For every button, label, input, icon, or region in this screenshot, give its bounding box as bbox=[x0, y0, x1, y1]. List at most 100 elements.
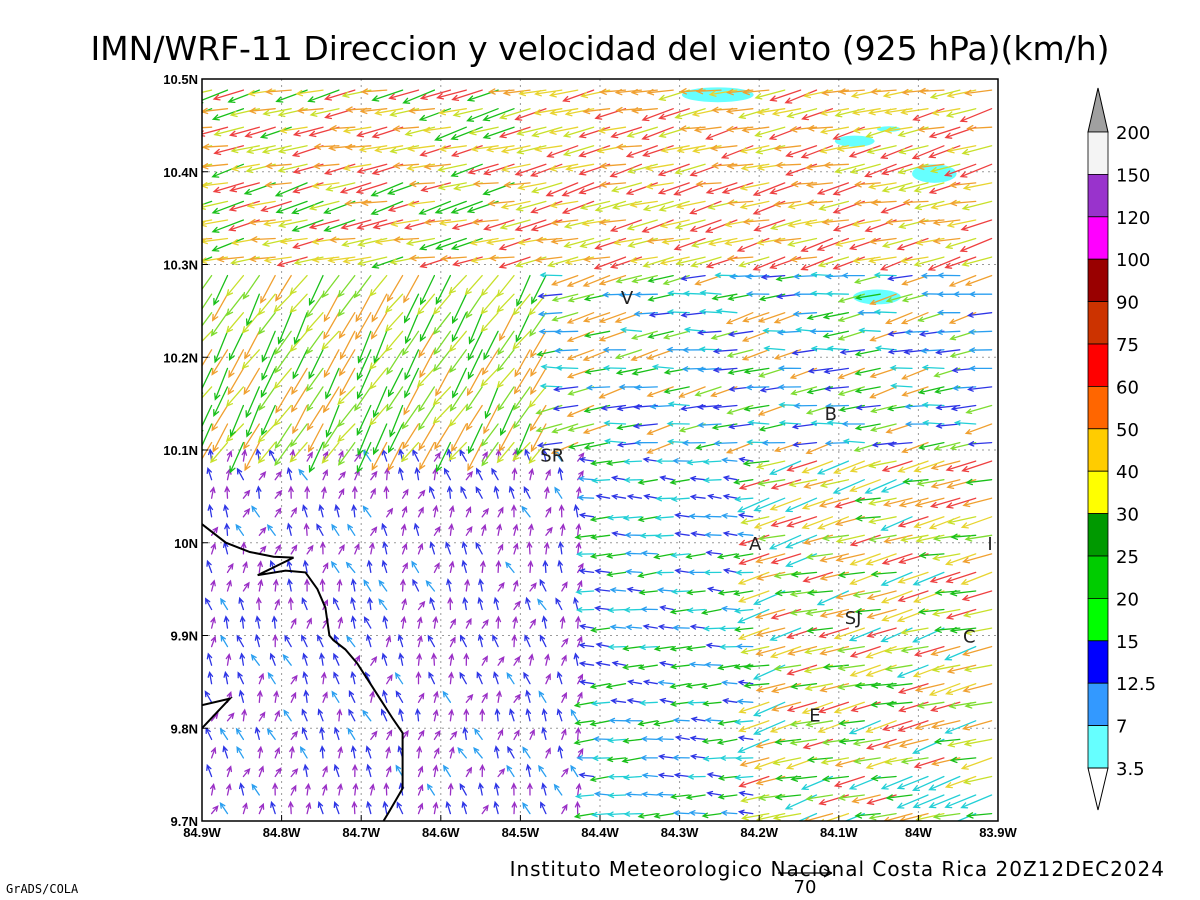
wind-vector bbox=[810, 420, 834, 427]
wind-vector bbox=[437, 182, 467, 191]
wind-vector bbox=[423, 218, 452, 226]
wind-vector bbox=[866, 794, 897, 805]
wind-vector bbox=[931, 664, 961, 673]
wind-vector bbox=[701, 683, 722, 690]
wind-vector bbox=[447, 596, 454, 611]
wind-vector bbox=[550, 237, 579, 245]
wind-vector bbox=[467, 441, 483, 472]
wind-vector bbox=[493, 800, 500, 815]
wind-vector bbox=[726, 349, 754, 358]
wind-vector bbox=[930, 200, 961, 210]
wind-vector bbox=[823, 367, 850, 375]
wind-vector bbox=[573, 701, 595, 708]
wind-vector bbox=[497, 767, 506, 778]
wind-vector bbox=[887, 441, 913, 447]
wind-vector bbox=[944, 794, 977, 809]
wind-vector bbox=[400, 441, 420, 463]
wind-vector bbox=[753, 497, 786, 512]
wind-vector bbox=[932, 237, 961, 245]
wind-vector bbox=[726, 125, 754, 133]
wind-vector bbox=[466, 367, 483, 397]
wind-vector bbox=[383, 485, 390, 499]
wind-vector bbox=[342, 256, 372, 264]
wind-vector bbox=[929, 163, 961, 174]
wind-vector bbox=[631, 274, 658, 284]
wind-vector bbox=[423, 163, 452, 170]
wind-vector bbox=[483, 219, 515, 231]
wind-vector bbox=[703, 569, 722, 576]
wind-vector bbox=[245, 293, 260, 327]
wind-vector bbox=[913, 645, 945, 657]
wind-vector bbox=[869, 423, 897, 432]
wind-vector bbox=[537, 293, 563, 299]
wind-vector bbox=[534, 145, 563, 153]
wind-vector bbox=[737, 679, 754, 686]
wind-vector bbox=[353, 274, 372, 299]
wind-vector bbox=[837, 664, 865, 672]
wind-vector bbox=[302, 652, 308, 666]
wind-vector bbox=[900, 645, 929, 654]
wind-vector bbox=[752, 256, 786, 271]
wind-vector bbox=[554, 486, 563, 499]
wind-vector bbox=[915, 237, 945, 246]
wind-vector bbox=[770, 479, 802, 490]
wind-vector bbox=[607, 737, 627, 744]
wind-vector bbox=[707, 493, 722, 500]
wind-vector bbox=[578, 642, 595, 649]
wind-vector bbox=[598, 274, 627, 286]
wind-vector bbox=[754, 89, 786, 100]
wind-vector bbox=[577, 476, 595, 482]
wind-vector bbox=[669, 479, 690, 485]
wind-vector bbox=[786, 108, 818, 119]
wind-vector bbox=[241, 448, 248, 462]
wind-vector bbox=[881, 182, 913, 193]
wind-vector bbox=[229, 441, 245, 474]
wind-vector bbox=[207, 670, 214, 685]
wind-vector bbox=[695, 87, 722, 95]
coastline bbox=[202, 523, 404, 821]
wind-vector bbox=[273, 578, 279, 592]
wind-vector bbox=[539, 272, 563, 278]
wind-vector bbox=[525, 596, 531, 611]
wind-vector bbox=[724, 237, 754, 246]
wind-vector bbox=[851, 219, 881, 228]
wind-vector bbox=[929, 571, 961, 584]
wind-vector bbox=[575, 607, 595, 613]
wind-vector bbox=[250, 653, 260, 666]
wind-vector bbox=[226, 712, 235, 722]
wind-vector bbox=[566, 312, 595, 324]
wind-vector bbox=[352, 763, 358, 778]
wind-vector bbox=[292, 237, 324, 250]
wind-vector bbox=[438, 145, 467, 152]
wind-vector bbox=[323, 163, 356, 175]
wind-vector bbox=[848, 145, 881, 158]
wind-vector bbox=[598, 312, 627, 324]
wind-vector bbox=[867, 497, 897, 506]
wind-vector bbox=[690, 237, 722, 248]
wind-vector bbox=[670, 552, 690, 558]
wind-vector bbox=[482, 108, 515, 122]
wind-vector bbox=[678, 386, 706, 398]
wind-vector bbox=[317, 634, 324, 648]
wind-vector bbox=[404, 312, 420, 345]
wind-vector bbox=[372, 219, 404, 230]
wind-vector bbox=[419, 89, 452, 101]
wind-vector bbox=[434, 237, 467, 251]
wind-vector bbox=[589, 775, 611, 782]
wind-vector bbox=[615, 367, 643, 376]
wind-vector bbox=[575, 726, 581, 741]
wind-vector bbox=[258, 526, 267, 536]
wind-vector bbox=[279, 237, 308, 245]
wind-vector bbox=[720, 605, 738, 612]
wind-vector bbox=[516, 145, 547, 155]
wind-vector bbox=[451, 423, 467, 453]
wind-vector bbox=[448, 330, 467, 353]
wind-vector bbox=[737, 809, 754, 816]
wind-vector bbox=[412, 578, 420, 592]
wind-vector bbox=[711, 162, 738, 169]
wind-vector bbox=[582, 107, 611, 115]
wind-vector bbox=[789, 126, 818, 133]
wind-vector bbox=[763, 345, 786, 352]
wind-vector bbox=[716, 553, 738, 560]
wind-vector bbox=[642, 456, 658, 463]
